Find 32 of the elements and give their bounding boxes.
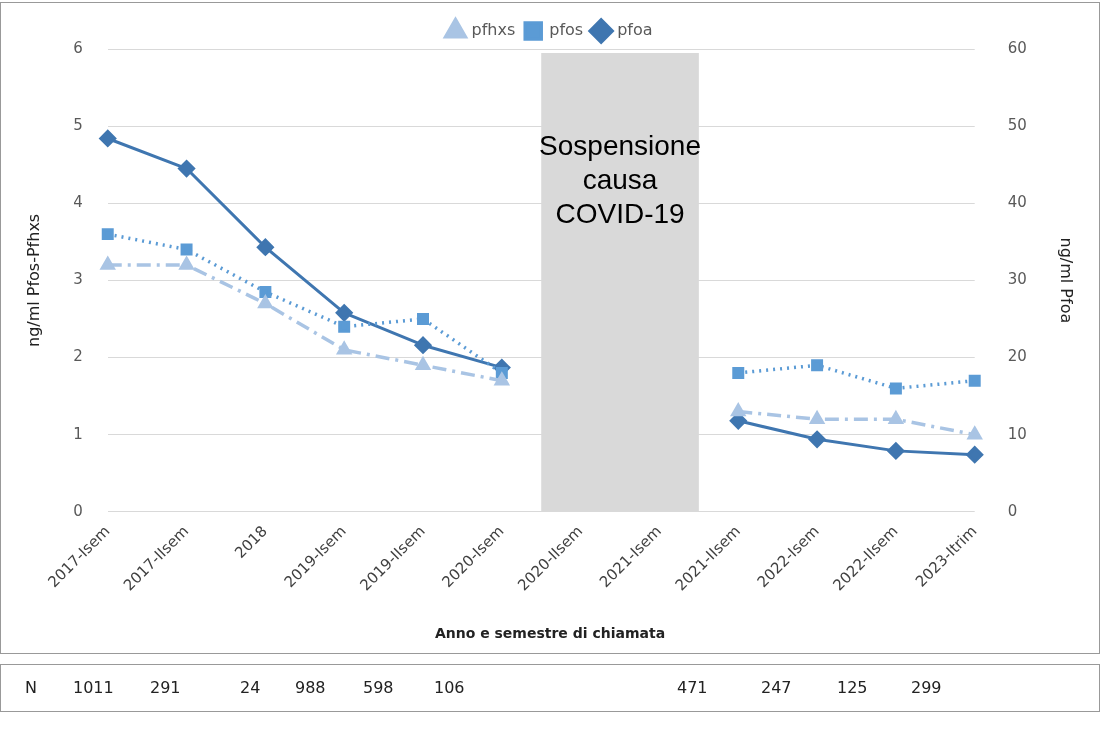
band-label: Sospensione causa COVID-19 [539,130,701,230]
y2-tick-label: 50 [1007,116,1027,135]
y-tick-label: 0 [73,501,83,520]
x-axis-title: Anno e semestre di chiamata [433,625,667,641]
y2-tick-label: 10 [1007,424,1027,443]
y2-tick-label: 40 [1007,193,1027,212]
text: 24 [240,678,261,697]
text: 291 [150,678,181,697]
legend-label: pfos [549,20,584,40]
text: 1011 [73,678,114,697]
y-axis-title: ng/ml Pfos-Pfhxs [23,213,43,348]
text: 299 [911,678,942,697]
y-tick-label: 4 [73,193,83,212]
text: 125 [837,678,868,697]
text: 471 [677,678,708,697]
text: 247 [761,678,792,697]
text: 598 [363,678,394,697]
legend-label: pfoa [617,20,653,40]
y2-axis-title: ng/ml Pfoa [1057,237,1077,324]
y-tick-label: 1 [73,424,83,443]
y2-tick-label: 20 [1007,347,1027,366]
y2-tick-label: 0 [1007,501,1018,520]
y-tick-label: 6 [73,38,83,57]
text: N [25,678,37,697]
y2-tick-label: 30 [1007,270,1027,289]
text: 106 [434,678,465,697]
text: 988 [295,678,326,697]
y2-tick-label: 60 [1007,38,1027,57]
y-tick-label: 2 [73,347,83,366]
y-tick-label: 5 [73,116,83,135]
legend-label: pfhxs [471,20,516,40]
y-tick-label: 3 [73,270,83,289]
